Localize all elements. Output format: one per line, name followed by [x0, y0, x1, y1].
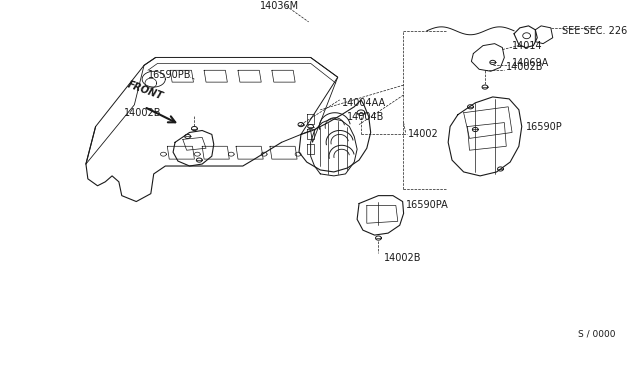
Text: 14069A: 14069A — [512, 58, 549, 68]
Text: 16590PB: 16590PB — [148, 70, 191, 80]
Text: 16590PA: 16590PA — [406, 201, 448, 211]
Text: 14004B: 14004B — [348, 112, 385, 122]
Text: 14036M: 14036M — [260, 1, 300, 11]
Text: 14002B: 14002B — [506, 62, 544, 72]
Text: 14002B: 14002B — [124, 108, 161, 118]
Text: 16590P: 16590P — [525, 122, 563, 132]
Text: 14002B: 14002B — [384, 253, 422, 263]
Text: 14002: 14002 — [408, 129, 438, 140]
Text: S / 0000: S / 0000 — [578, 329, 616, 338]
Text: 14014: 14014 — [512, 41, 543, 51]
Text: 14004AA: 14004AA — [342, 98, 386, 108]
Text: FRONT: FRONT — [127, 80, 165, 102]
Text: SEE SEC. 226: SEE SEC. 226 — [563, 26, 628, 36]
